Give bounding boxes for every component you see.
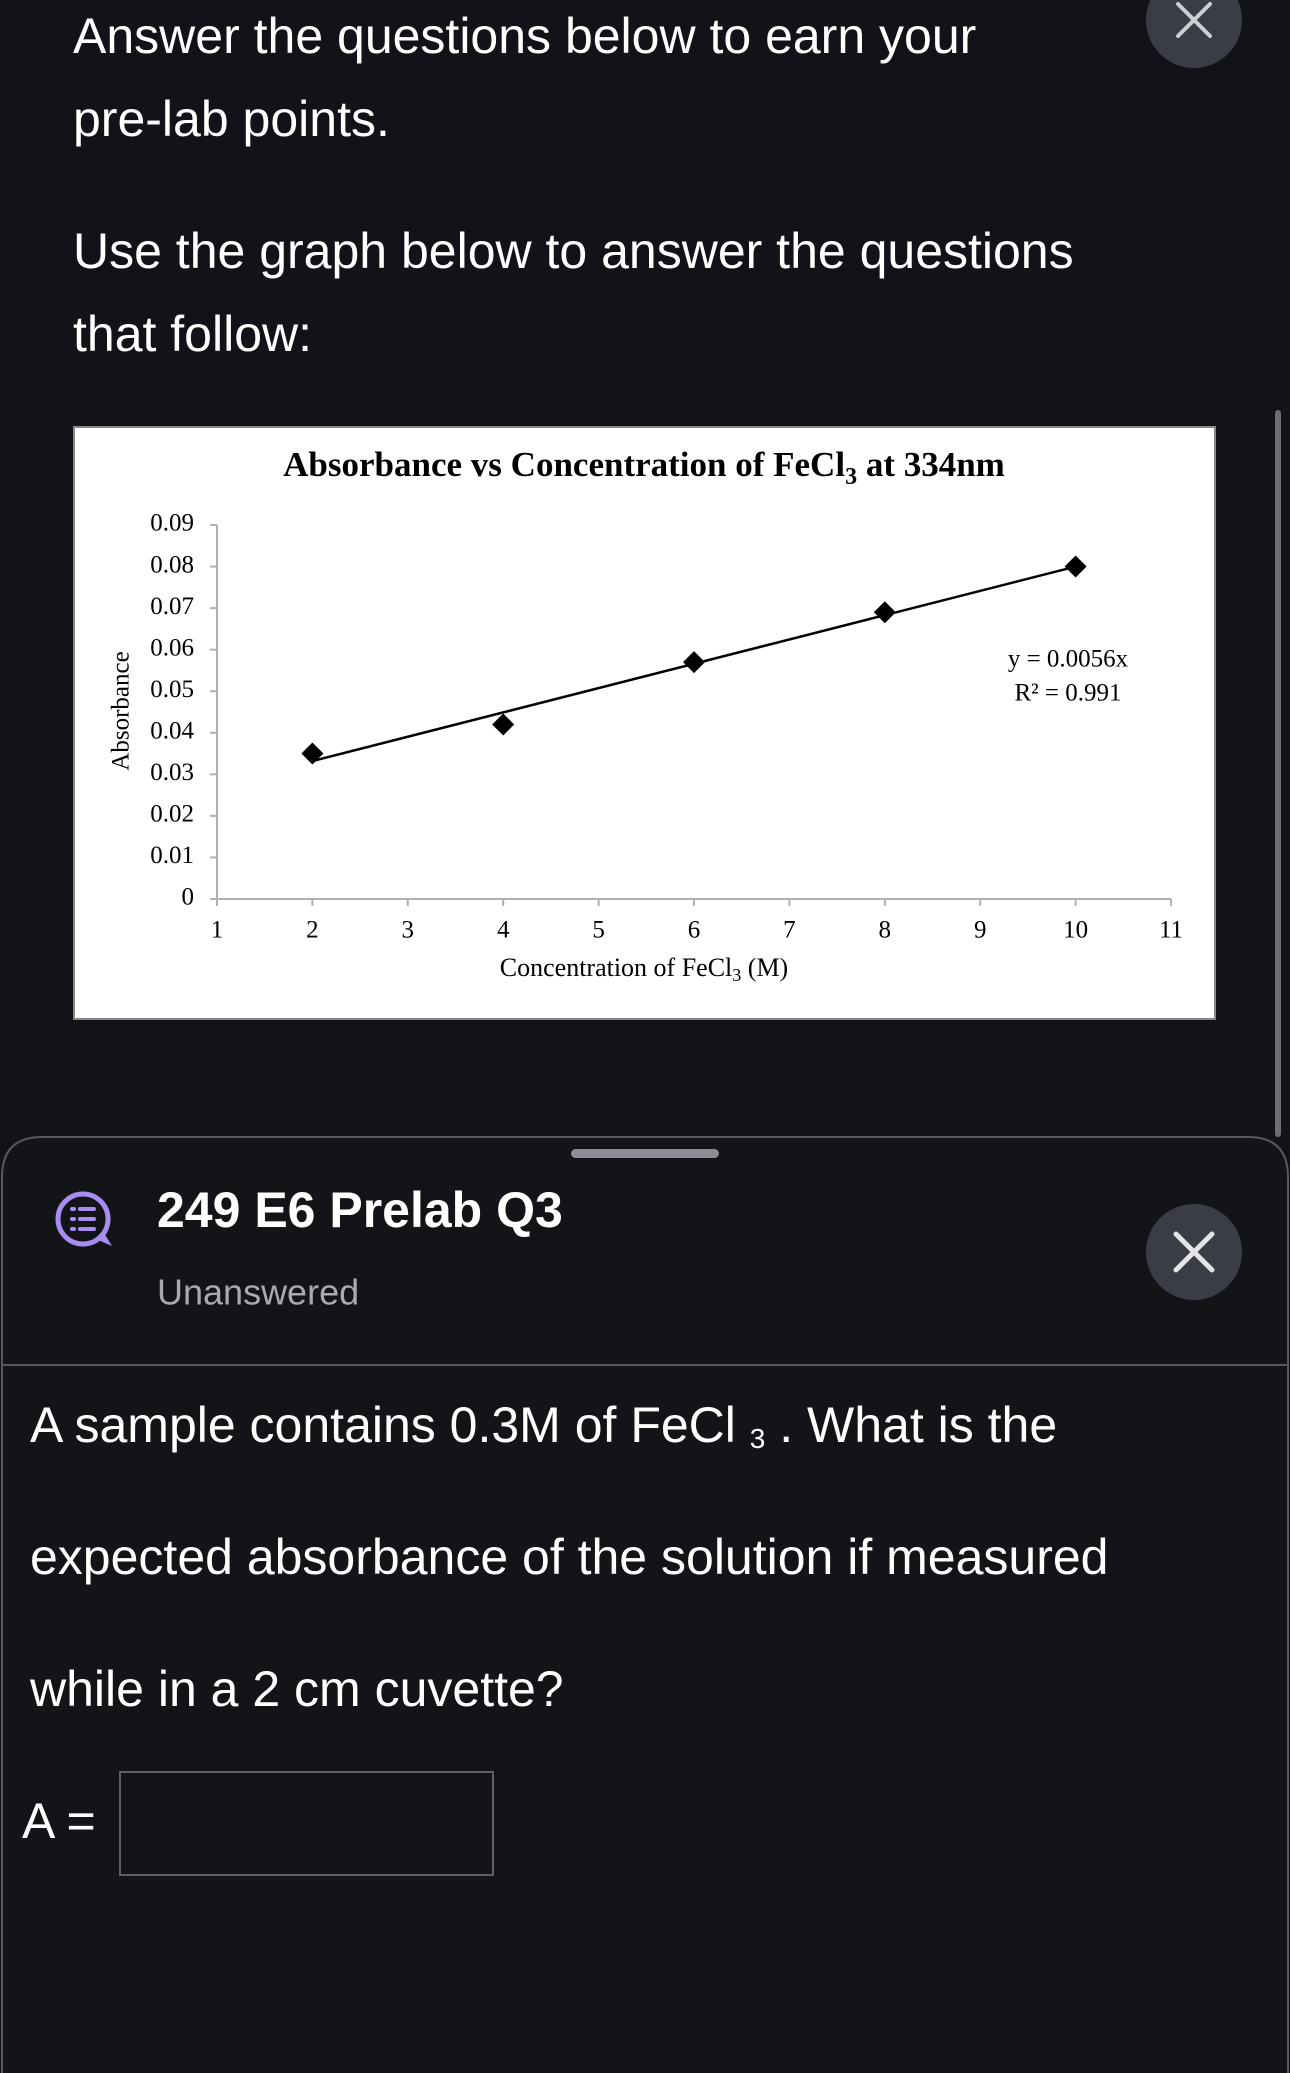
- data-point: [1064, 555, 1087, 578]
- question-text: expected absorbance of the solution if m…: [30, 1529, 1108, 1585]
- x-tick-label: 10: [1063, 917, 1088, 944]
- y-tick-label: 0.02: [150, 801, 194, 828]
- y-tick-label: 0.09: [150, 510, 194, 537]
- drag-handle[interactable]: [571, 1149, 719, 1158]
- chart: Absorbance vs Concentration of FeCl3 at …: [73, 426, 1216, 1020]
- title-text: Absorbance vs Concentration of FeCl: [283, 445, 845, 484]
- trendline-equation: y = 0.0056x: [1008, 646, 1129, 673]
- answer-label: A =: [22, 1793, 96, 1849]
- title-text: at 334nm: [857, 445, 1005, 484]
- chart-background: [73, 426, 1216, 1020]
- question-text: A sample contains 0.3M of FeCl 3 . What …: [30, 1397, 1057, 1454]
- intro-text: that follow:: [73, 306, 312, 362]
- sheet-title: 249 E6 Prelab Q3: [157, 1182, 563, 1238]
- y-tick-label: 0.08: [150, 551, 194, 578]
- bottom-sheet: 249 E6 Prelab Q3 Unanswered A sample con…: [1, 1136, 1289, 2073]
- data-point: [683, 651, 705, 674]
- answer-input[interactable]: [119, 1771, 494, 1876]
- data-point: [301, 742, 324, 765]
- question-icon: [55, 1191, 112, 1247]
- close-button[interactable]: [1146, 0, 1242, 68]
- x-tick-label: 1: [211, 917, 224, 944]
- x-tick-label: 9: [974, 917, 987, 944]
- y-tick-label: 0.01: [150, 842, 194, 869]
- data-point: [492, 713, 515, 736]
- x-tick-label: 3: [402, 917, 415, 944]
- scrollbar: [1275, 410, 1281, 1137]
- x-tick-label: 5: [592, 917, 605, 944]
- x-tick-label: 8: [879, 917, 892, 944]
- data-point: [873, 601, 896, 624]
- question-part: . What is the: [765, 1397, 1057, 1453]
- title-subscript: 3: [845, 464, 857, 490]
- y-tick-label: 0.05: [150, 676, 194, 703]
- x-tick-label: 6: [688, 917, 701, 944]
- y-tick-label: 0.07: [150, 593, 194, 620]
- y-tick-label: 0.06: [150, 634, 194, 661]
- x-label-text: (M): [741, 953, 788, 982]
- question-subscript: 3: [750, 1423, 766, 1454]
- status: Unanswered: [157, 1272, 359, 1313]
- sheet-close-button[interactable]: [1146, 1204, 1242, 1300]
- x-tick-label: 11: [1159, 917, 1183, 944]
- trendline-r2: R² = 0.991: [1014, 680, 1121, 707]
- y-axis-label: Absorbance: [108, 651, 135, 770]
- intro-text: pre-lab points.: [73, 91, 390, 147]
- intro-text: Use the graph below to answer the questi…: [73, 223, 1074, 279]
- y-tick-label: 0.04: [150, 718, 194, 745]
- x-label-subscript: 3: [732, 965, 741, 985]
- x-label-text: Concentration of FeCl: [500, 953, 733, 982]
- chart-title: Absorbance vs Concentration of FeCl3 at …: [283, 445, 1005, 489]
- x-tick-label: 2: [306, 917, 319, 944]
- x-tick-label: 7: [783, 917, 796, 944]
- x-tick-label: 4: [497, 917, 510, 944]
- y-tick-label: 0.03: [150, 759, 194, 786]
- y-tick-label: 0: [182, 884, 195, 911]
- question-text: while in a 2 cm cuvette?: [29, 1661, 564, 1717]
- question-part: A sample contains 0.3M of FeCl: [30, 1397, 750, 1453]
- sheet-panel: [1, 1136, 1289, 2073]
- intro-text: Answer the questions below to earn your: [73, 8, 976, 64]
- x-axis-label: Concentration of FeCl3 (M): [500, 953, 788, 985]
